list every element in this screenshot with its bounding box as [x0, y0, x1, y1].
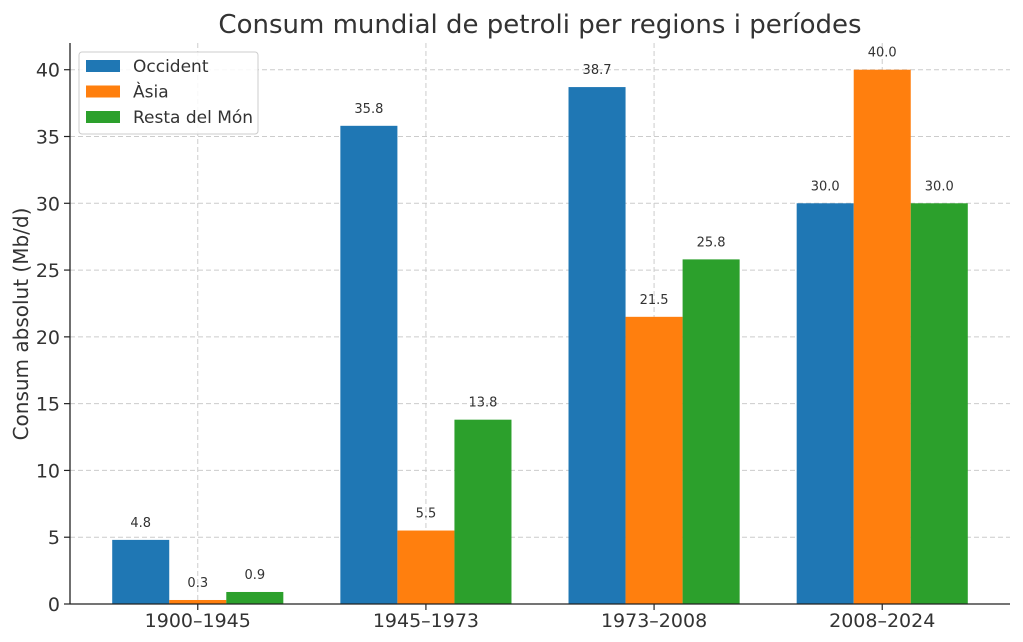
- y-tick-label: 25: [36, 260, 60, 282]
- data-label: 0.9: [244, 568, 265, 583]
- data-label: 35.8: [354, 102, 383, 117]
- x-tick-label: 1973–2008: [601, 610, 707, 632]
- y-tick-label: 35: [36, 127, 60, 149]
- y-tick-label: 40: [36, 60, 60, 82]
- legend-label: Resta del Món: [133, 108, 253, 128]
- data-labels: 4.8 35.8 38.7 30.0 0.3 5.5 21.5 40.0 0.9 13.8 25.8…: [130, 46, 953, 591]
- data-label: 4.8: [130, 516, 151, 531]
- bar-resta-del-m-n: [682, 259, 740, 604]
- x-tick-label: 1945–1973: [373, 610, 479, 632]
- bar--sia: [853, 69, 911, 604]
- data-label: 40.0: [868, 46, 897, 61]
- data-label: 13.8: [468, 396, 497, 411]
- legend-label: Àsia: [133, 81, 169, 103]
- y-axis-label: Consum absolut (Mb/d): [9, 208, 33, 441]
- axes: 0 5 10 15 20 25 30 35 40 1900–1945 1945–1973 1973–2…: [36, 43, 1010, 632]
- data-label: 5.5: [416, 507, 437, 522]
- data-label: 30.0: [925, 179, 954, 194]
- data-label: 0.3: [187, 576, 208, 591]
- data-label: 38.7: [583, 63, 612, 78]
- legend-swatch: [86, 60, 120, 72]
- bar-occident: [568, 87, 626, 605]
- bars: [112, 69, 968, 605]
- y-tick-label: 10: [36, 460, 60, 482]
- y-tick-label: 15: [36, 394, 60, 416]
- bar-occident: [112, 539, 170, 604]
- data-label: 30.0: [811, 179, 840, 194]
- bar-resta-del-m-n: [910, 203, 968, 605]
- legend-label: Occident: [133, 57, 209, 77]
- legend-box: [78, 51, 259, 135]
- y-tick-label: 30: [36, 193, 60, 215]
- bar--sia: [397, 530, 455, 604]
- bar-resta-del-m-n: [226, 591, 284, 604]
- data-label: 25.8: [697, 235, 726, 250]
- y-tick-label: 20: [36, 327, 60, 349]
- bar-occident: [340, 125, 398, 605]
- y-tick-label: 0: [48, 594, 60, 616]
- y-tick-label: 5: [48, 527, 60, 549]
- bar--sia: [625, 316, 683, 604]
- legend-swatch: [86, 111, 120, 123]
- bar-resta-del-m-n: [454, 419, 512, 604]
- chart-title: Consum mundial de petroli per regions i …: [218, 10, 861, 40]
- x-tick-label: 1900–1945: [145, 610, 251, 632]
- bar-occident: [796, 203, 854, 605]
- bar--sia: [169, 599, 227, 604]
- legend-swatch: [86, 85, 120, 98]
- data-label: 21.5: [640, 293, 669, 308]
- x-tick-label: 2008–2024: [829, 610, 935, 632]
- legend: Occident Àsia Resta del Món: [78, 51, 259, 135]
